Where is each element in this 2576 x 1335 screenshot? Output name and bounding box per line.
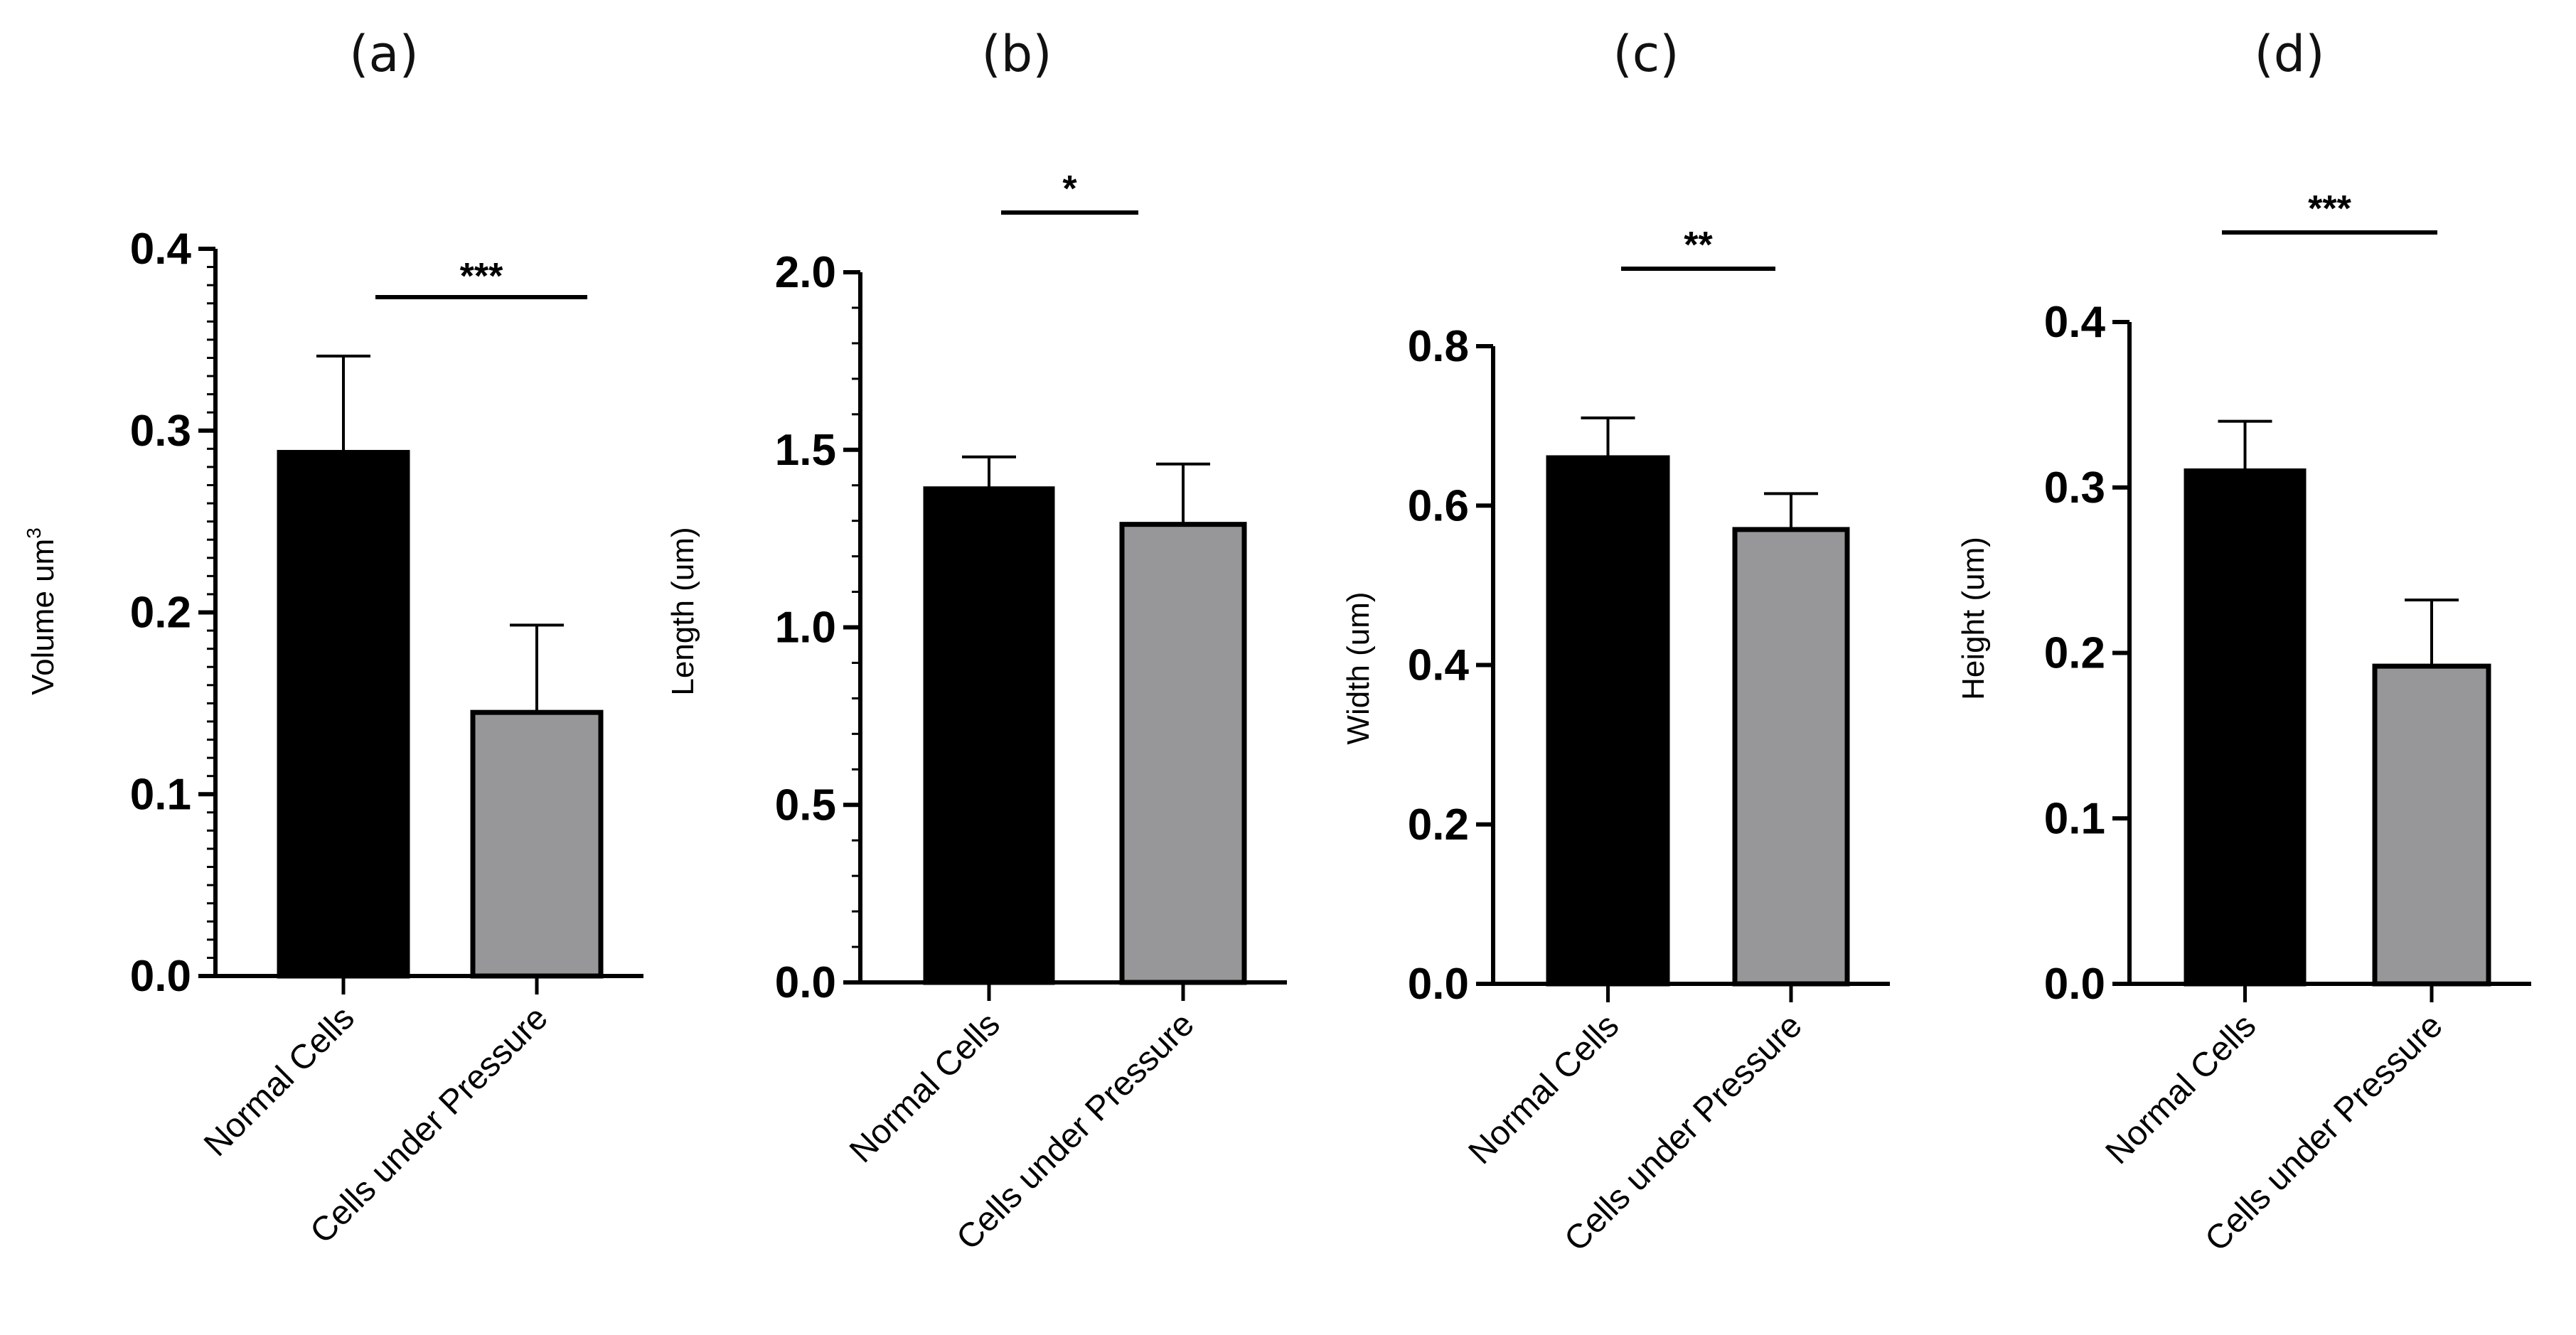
y-tick-label: 0.1 — [130, 770, 191, 819]
panel-label: (d) — [2254, 25, 2324, 83]
y-axis-label: Height (um) — [1956, 537, 1991, 700]
panel-label: (a) — [349, 25, 419, 83]
y-tick-label: 0.4 — [1408, 641, 1470, 690]
y-tick-label: 0.4 — [2044, 298, 2106, 347]
y-tick-label: 0.2 — [2044, 629, 2105, 678]
y-tick-label: 0.8 — [1408, 322, 1469, 371]
x-tick-label: Normal Cells — [1462, 1007, 1627, 1172]
y-tick-label: 0.2 — [1408, 800, 1469, 849]
x-tick-label: Normal Cells — [197, 999, 362, 1164]
y-tick-label: 1.0 — [775, 604, 836, 653]
y-tick-label: 2.0 — [775, 248, 836, 297]
bar-cells-under-pressure — [1119, 522, 1247, 985]
y-tick-label: 0.4 — [130, 225, 192, 274]
y-tick-label: 0.1 — [2044, 794, 2105, 843]
y-tick-label: 0.0 — [130, 952, 191, 1001]
y-axis-label: Length (um) — [666, 527, 700, 695]
y-axis-label: Width (um) — [1341, 591, 1376, 744]
y-tick-label: 0.0 — [2044, 960, 2105, 1009]
significance-stars: *** — [2308, 188, 2351, 230]
bar-normal-cells — [2184, 468, 2307, 987]
y-axis-label: Volume um3 — [23, 527, 60, 695]
bar-cells-under-pressure — [470, 709, 604, 979]
panel-label: (c) — [1613, 25, 1679, 83]
y-tick-label: 0.3 — [130, 407, 191, 456]
y-tick-label: 0.2 — [130, 589, 191, 638]
bar-cells-under-pressure — [1732, 527, 1850, 987]
significance-stars: * — [1062, 168, 1077, 210]
y-tick-label: 1.5 — [775, 426, 836, 475]
y-tick-label: 0.3 — [2044, 463, 2105, 513]
y-tick-label: 0.0 — [1408, 960, 1469, 1009]
x-tick-label: Normal Cells — [843, 1005, 1008, 1170]
bar-cells-under-pressure — [2372, 663, 2491, 987]
significance-stars: ** — [1684, 225, 1713, 266]
panel-label: (b) — [981, 25, 1052, 83]
bar-normal-cells — [923, 486, 1055, 985]
y-tick-label: 0.5 — [775, 781, 836, 830]
significance-stars: *** — [460, 256, 503, 297]
y-tick-label: 0.0 — [775, 958, 836, 1007]
y-axis-label-superscript: 3 — [23, 527, 45, 539]
y-tick-label: 0.6 — [1408, 481, 1469, 530]
bar-normal-cells — [277, 449, 410, 979]
bar-normal-cells — [1546, 455, 1670, 987]
x-tick-label: Normal Cells — [2099, 1007, 2264, 1172]
